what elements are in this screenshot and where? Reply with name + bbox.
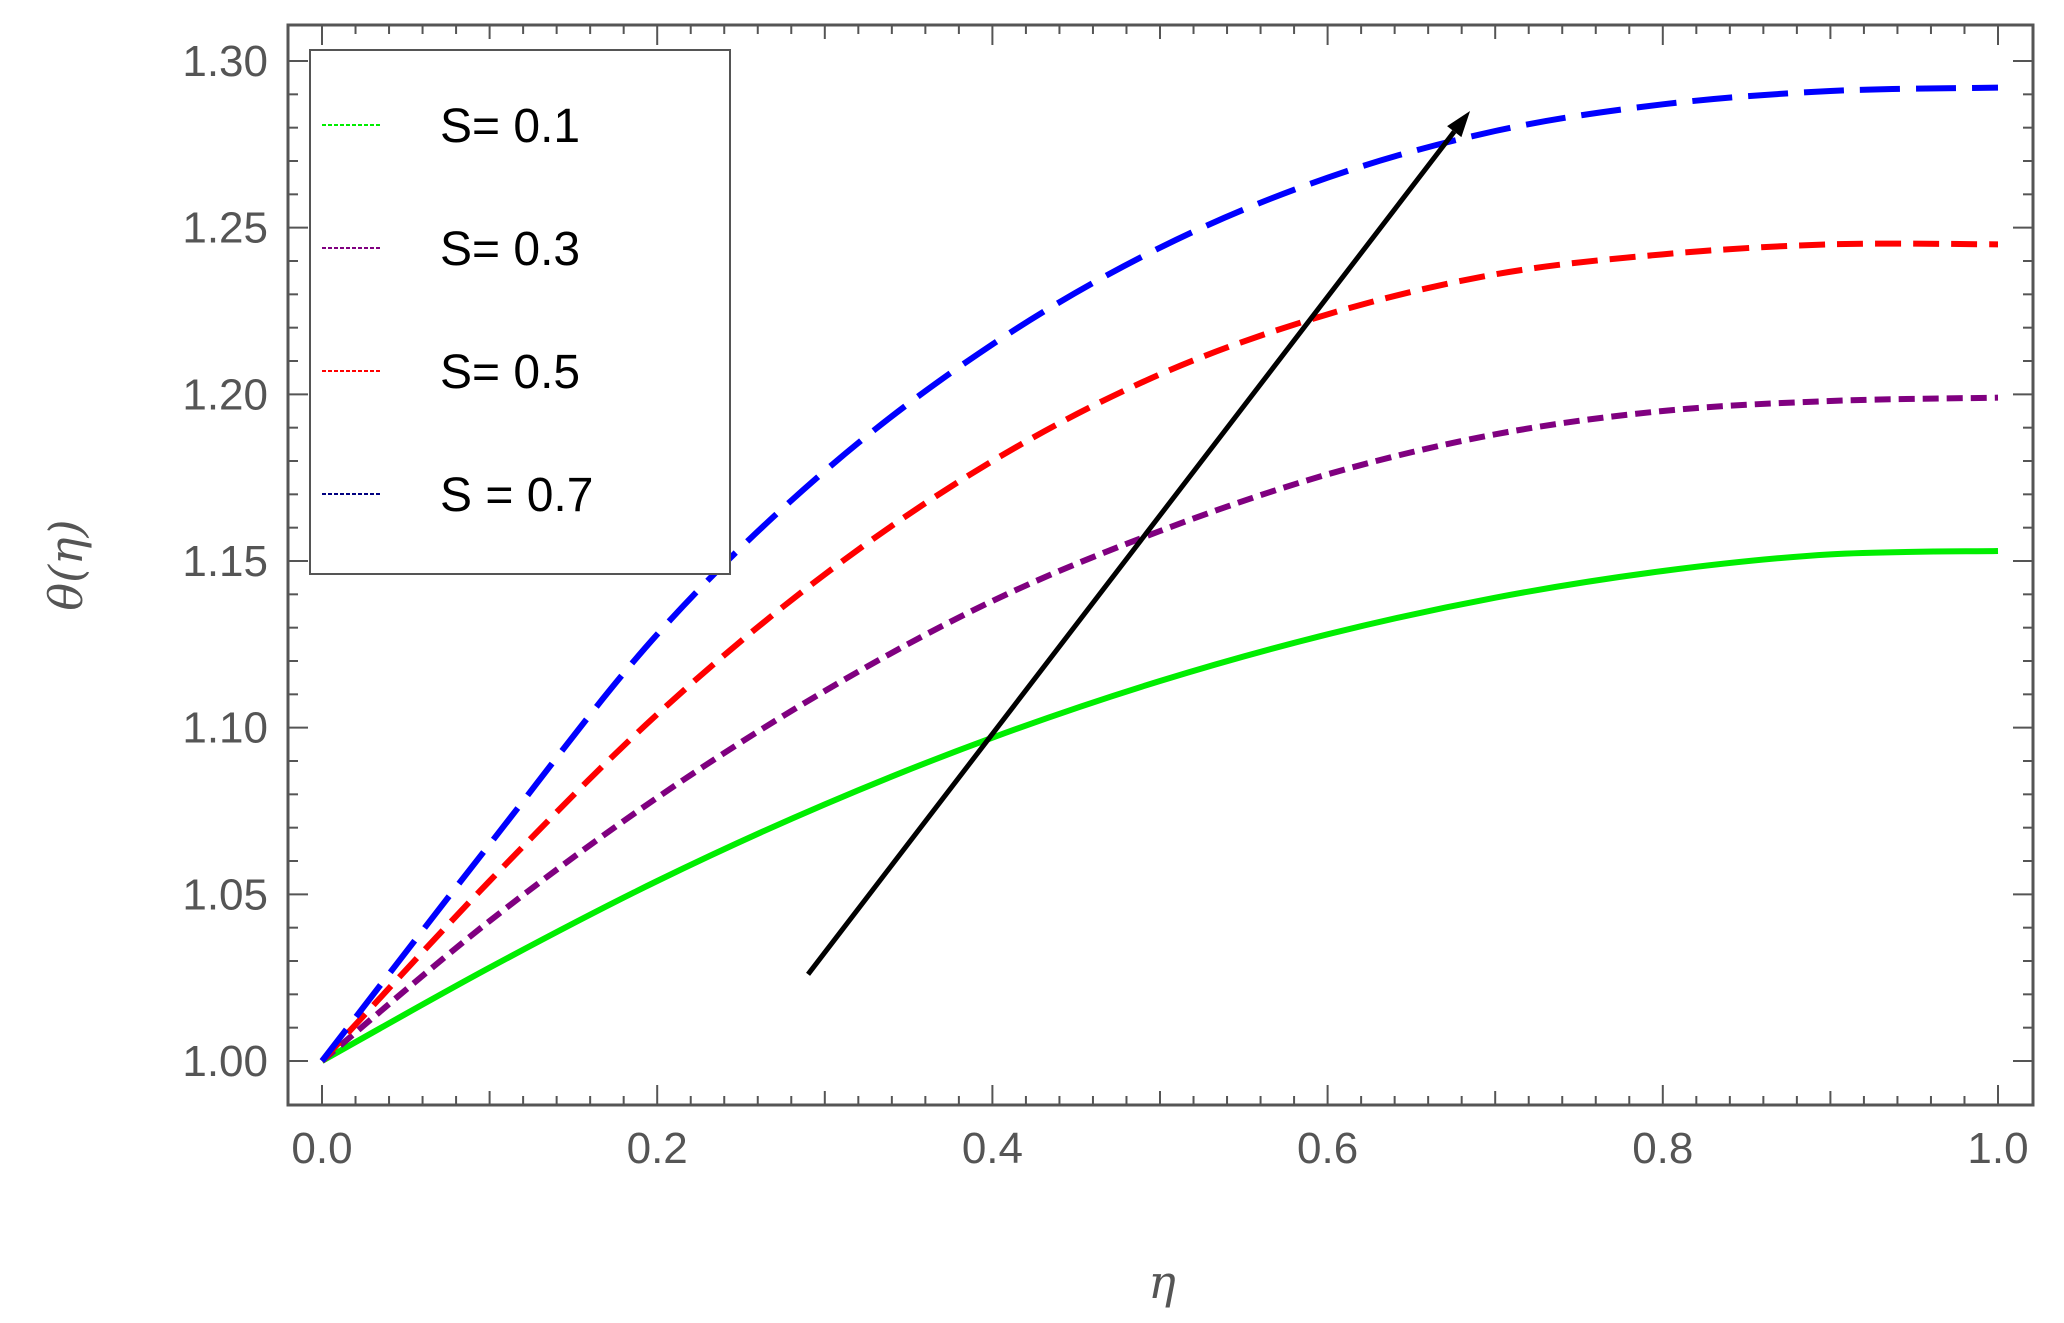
x-tick-label: 0.2 (627, 1124, 688, 1173)
arrow-shaft (806, 130, 1457, 976)
y-tick-label: 1.05 (182, 870, 268, 919)
arrow-head (1447, 111, 1471, 138)
y-tick-label: 1.10 (182, 704, 268, 753)
series-line-2 (320, 394, 1999, 1064)
x-tick-label: 0.8 (1632, 1124, 1693, 1173)
axis-ticks (288, 25, 2033, 1105)
series-line-3 (319, 240, 1999, 1064)
legend: S= 0.1 S= 0.3 S= 0.5 S = 0.7 (309, 49, 731, 575)
y-tick-labels: 1.00 1.05 1.10 1.15 1.20 1.25 1.30 (182, 37, 268, 1086)
y-tick-label: 1.25 (182, 204, 268, 253)
legend-label: S= 0.1 (440, 100, 580, 153)
x-tick-label: 1.0 (1967, 1124, 2028, 1173)
series-line-1 (320, 548, 1999, 1064)
series-lines (319, 84, 1999, 1064)
y-tick-label: 1.20 (182, 370, 268, 419)
y-axis-title: θ(η) (39, 519, 93, 610)
x-tick-labels: 0.0 0.2 0.4 0.6 0.8 1.0 (291, 1124, 2028, 1173)
legend-label: S= 0.5 (440, 346, 580, 399)
legend-label: S= 0.3 (440, 223, 580, 276)
legend-label: S = 0.7 (440, 469, 593, 522)
arrow-annotation (806, 111, 1471, 976)
series-line-4 (319, 84, 1999, 1063)
legend-box (309, 49, 731, 575)
x-tick-label: 0.6 (1297, 1124, 1358, 1173)
y-tick-label: 1.30 (182, 37, 268, 86)
x-axis-title: η (1148, 1255, 1176, 1309)
x-tick-label: 0.0 (291, 1124, 352, 1173)
x-tick-label: 0.4 (962, 1124, 1023, 1173)
y-tick-label: 1.15 (182, 537, 268, 586)
y-tick-label: 1.00 (182, 1037, 268, 1086)
